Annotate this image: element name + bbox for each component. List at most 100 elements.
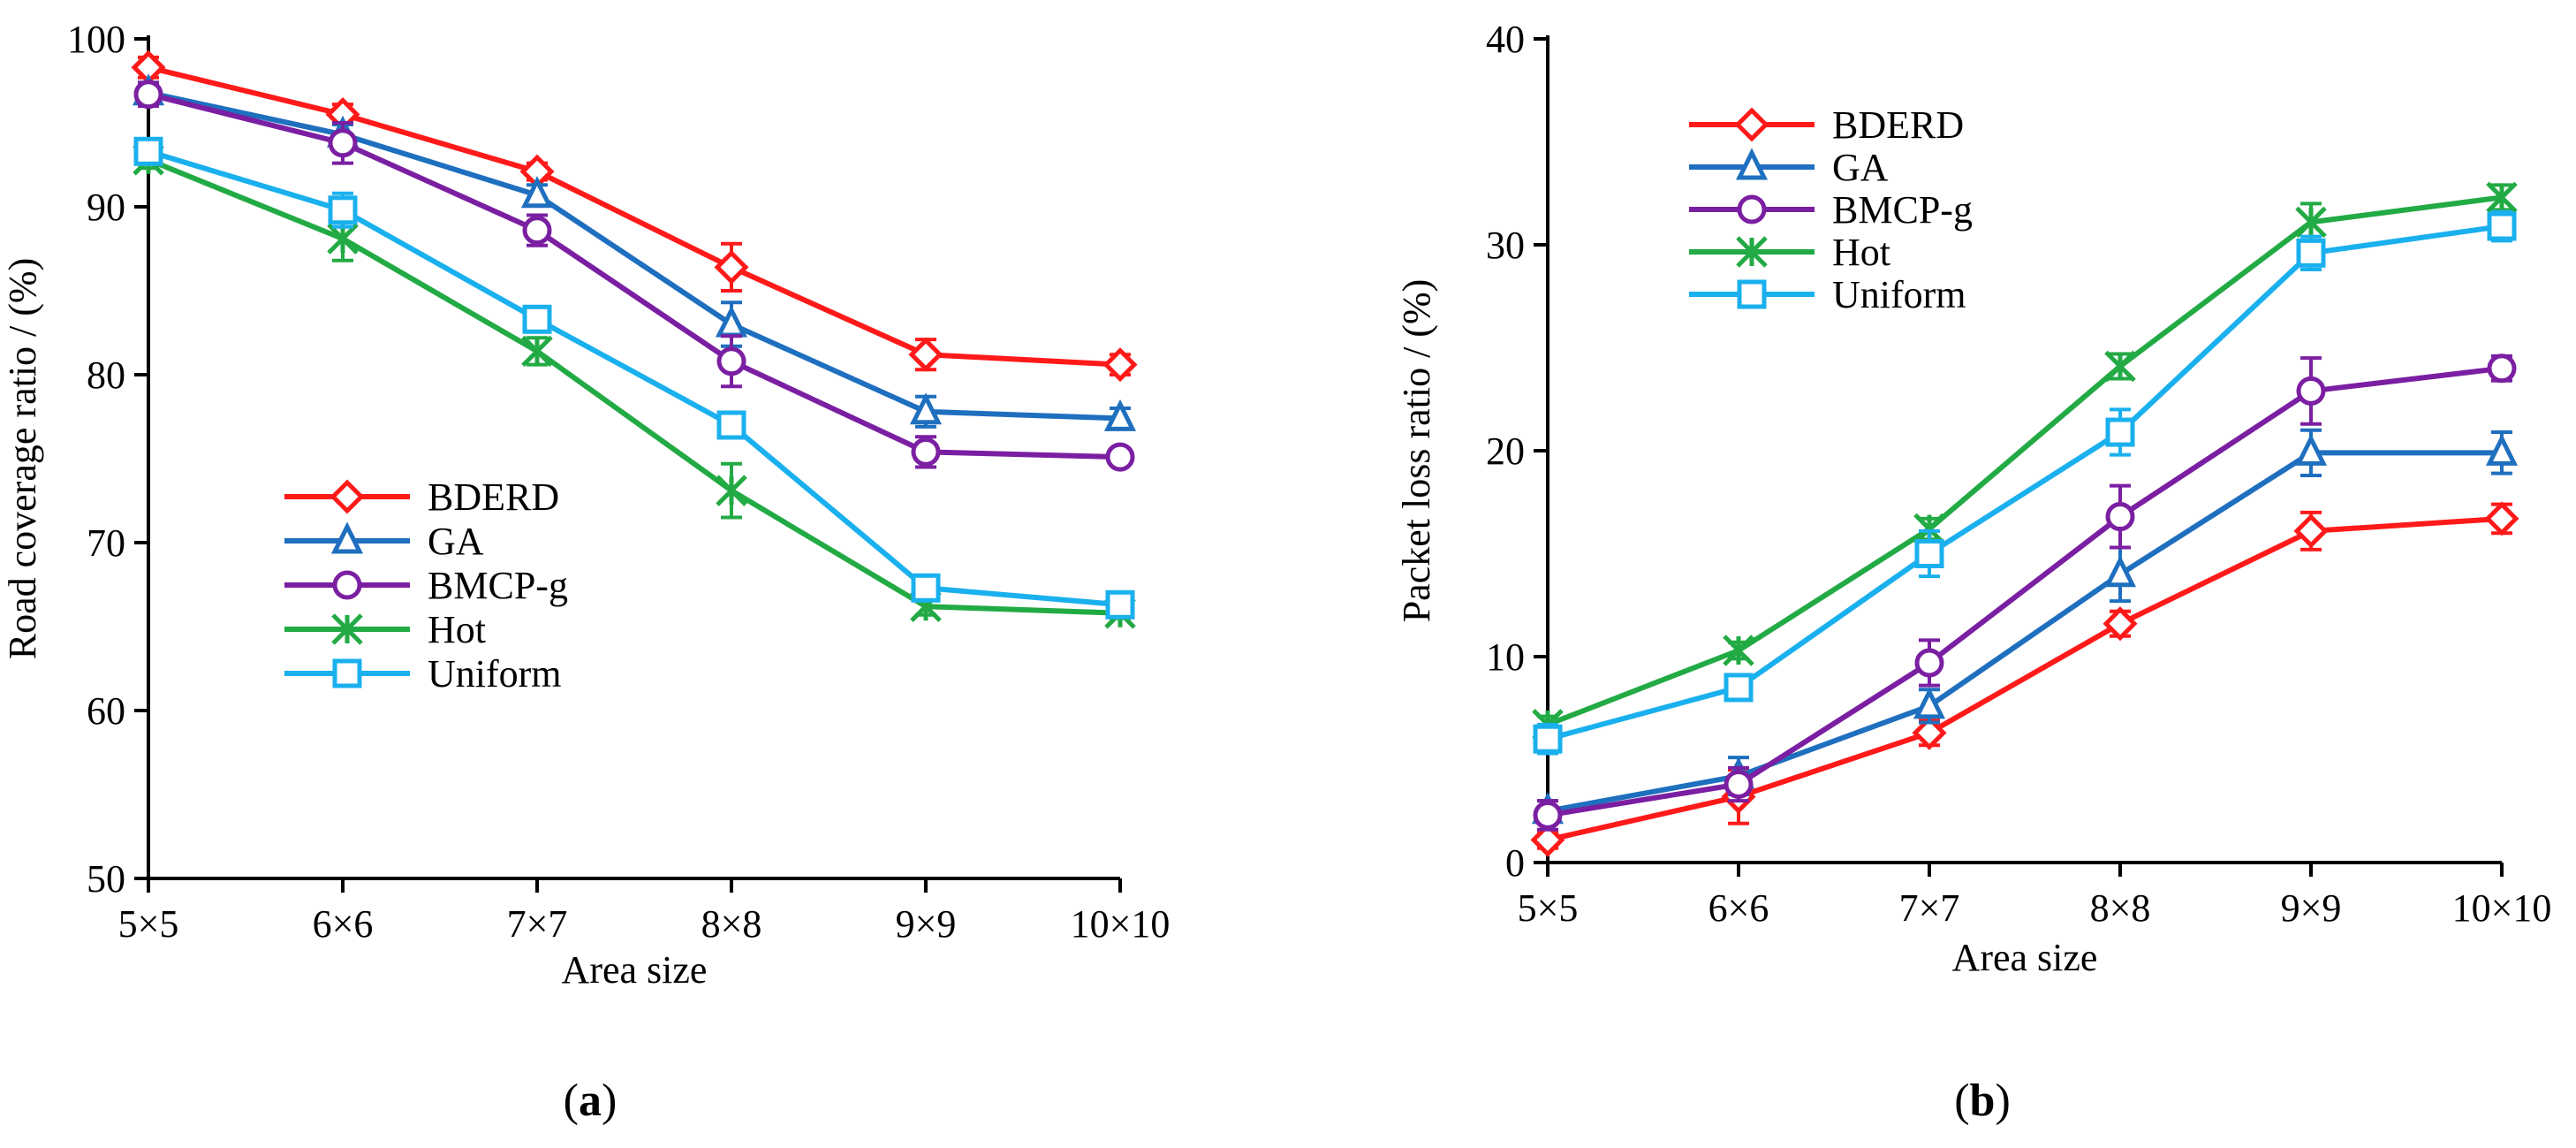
series-bmcp-g: [1533, 354, 2517, 832]
series-line: [148, 65, 1121, 368]
chart-b: 0 10 20 30 40 5×5 6×6 7×7 8×8 9×9 10×10 Area size Pa…: [1395, 18, 2551, 1126]
data-point: [2296, 238, 2326, 268]
data-point: [2293, 513, 2329, 549]
data-point: [2487, 354, 2517, 384]
series-line: [1547, 224, 2503, 742]
data-point: [2485, 433, 2519, 466]
legend-label: BMCP-g: [428, 564, 568, 607]
legend-item: Hot: [284, 608, 486, 651]
x-tick-label: 6×6: [1708, 886, 1769, 930]
data-point: [522, 216, 552, 246]
series-hot: [1532, 181, 2518, 741]
y-tick-label: 60: [87, 689, 125, 733]
data-point: [716, 410, 746, 440]
data-point: [716, 475, 747, 506]
legend-label: BDERD: [1832, 103, 1964, 147]
legend-marker: [332, 570, 362, 600]
legend-marker: [331, 613, 363, 645]
y-axis-label: Road coverage ratio / (%): [1, 258, 44, 659]
x-tick-label: 7×7: [1899, 886, 1960, 930]
data-point: [328, 128, 358, 158]
y-tick-label: 30: [1486, 224, 1525, 267]
panel-label: (b): [1954, 1076, 2011, 1126]
y-tick-label: 40: [1486, 18, 1525, 61]
data-point: [327, 223, 359, 255]
legend-label: GA: [1832, 146, 1889, 189]
legend-item: Hot: [1689, 231, 1890, 274]
data-point: [520, 176, 554, 209]
series-line: [1547, 365, 2503, 818]
data-point: [1913, 687, 1946, 719]
series-line: [1547, 515, 2503, 843]
data-point: [2103, 555, 2137, 588]
data-point: [133, 80, 163, 110]
data-point: [2296, 376, 2326, 406]
data-point: [1914, 648, 1944, 678]
data-point: [2484, 501, 2519, 536]
legend-item: GA: [284, 520, 484, 563]
data-point: [2294, 433, 2328, 466]
data-point: [2102, 606, 2138, 642]
y-tick-label: 100: [67, 18, 125, 61]
y-tick-label: 70: [87, 521, 125, 565]
legend-marker: [1737, 279, 1767, 309]
data-point: [521, 335, 553, 368]
data-point: [2105, 502, 2135, 532]
legend-marker: [330, 521, 364, 554]
legend-marker: [1735, 148, 1769, 180]
x-tick-label: 8×8: [2090, 886, 2151, 930]
data-point: [908, 337, 943, 372]
y-tick-label: 80: [87, 354, 125, 397]
data-point: [522, 304, 552, 334]
series-ga: [1531, 428, 2519, 825]
data-point: [2105, 417, 2135, 447]
data-point: [715, 305, 748, 338]
series-uniform: [133, 136, 1135, 620]
legend-item: BDERD: [1689, 103, 1964, 147]
legend-label: Uniform: [1832, 273, 1966, 316]
legend-marker: [332, 658, 362, 688]
data-point: [1103, 399, 1137, 431]
data-point: [2104, 350, 2136, 383]
series-line: [148, 91, 1121, 460]
legend-label: Hot: [428, 608, 486, 651]
data-point: [1105, 442, 1135, 472]
legend-item: Uniform: [1689, 273, 1966, 316]
data-point: [1912, 715, 1947, 750]
x-tick-label: 10×10: [1071, 902, 1171, 946]
data-point: [133, 136, 163, 166]
data-point: [909, 392, 943, 425]
x-axis-label: Area size: [562, 948, 708, 992]
legend-label: BDERD: [428, 475, 559, 519]
series-line: [1547, 450, 2502, 814]
data-point: [2295, 206, 2327, 239]
legend-label: Hot: [1832, 231, 1890, 274]
series-bderd: [1530, 501, 2519, 857]
legend-marker: [1734, 107, 1769, 142]
chart-a: 50 60 70 80 90 100 5×5 6×6 7×7 8×8 9×9 10×10 Area si…: [1, 18, 1170, 1126]
x-tick-label: 9×9: [2281, 886, 2342, 930]
x-tick-label: 6×6: [313, 902, 374, 946]
series-line: [148, 148, 1121, 608]
y-tick-label: 10: [1486, 635, 1525, 679]
y-axis-label: Packet loss ratio / (%): [1395, 279, 1438, 623]
data-point: [1724, 769, 1754, 799]
x-tick-label: 10×10: [2452, 886, 2552, 930]
legend-label: BMCP-g: [1832, 188, 1973, 232]
data-point: [716, 346, 746, 376]
data-point: [1530, 822, 1565, 857]
legend-marker: [330, 479, 365, 514]
y-tick-label: 50: [87, 857, 125, 901]
data-point: [714, 249, 749, 285]
data-point: [328, 195, 358, 225]
data-point: [911, 573, 941, 603]
series-bmcp-g: [133, 80, 1135, 472]
legend-item: BMCP-g: [284, 564, 568, 607]
data-point: [911, 437, 941, 467]
series-line: [148, 89, 1121, 422]
legend-item: Uniform: [284, 652, 562, 696]
data-point: [1105, 589, 1135, 620]
legend-item: BMCP-g: [1689, 188, 1973, 232]
